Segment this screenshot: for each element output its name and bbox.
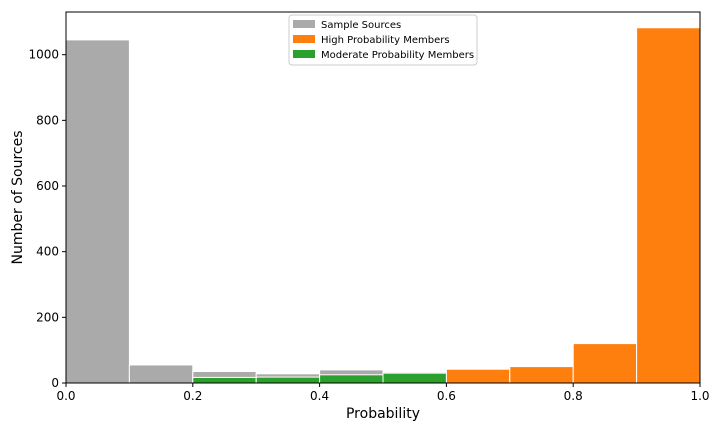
bar-series-1-bin-8 — [572, 343, 638, 384]
y-tick-label: 400 — [36, 245, 59, 259]
x-tick-label: 0.4 — [310, 389, 329, 403]
x-axis-title: Probability — [346, 406, 420, 422]
plot-area-frame — [65, 11, 701, 384]
legend-swatch — [293, 50, 315, 58]
bar-series-1-bin-7 — [509, 366, 574, 384]
bar-series-1-bin-9 — [636, 27, 701, 384]
legend-label: Sample Sources — [321, 20, 401, 31]
legend-label: High Probability Members — [321, 35, 450, 46]
bar-series-0-bin-1 — [128, 364, 194, 384]
x-tick-label: 0.0 — [56, 389, 75, 403]
x-tick-label: 1.0 — [690, 389, 709, 403]
legend-swatch — [293, 35, 315, 43]
y-tick-label: 800 — [36, 113, 59, 127]
legend-swatch — [293, 20, 315, 28]
x-tick-label: 0.2 — [183, 389, 202, 403]
x-tick-label: 0.6 — [437, 389, 456, 403]
bar-series-0-bin-0 — [65, 39, 130, 384]
y-tick-label: 600 — [36, 179, 59, 193]
legend-label: Moderate Probability Members — [321, 50, 474, 61]
y-axis-title: Number of Sources — [10, 130, 26, 264]
x-tick-label: 0.8 — [564, 389, 583, 403]
y-axis: 0 200 400 600 800 1000 — [28, 48, 66, 390]
y-tick-label: 200 — [36, 310, 59, 324]
bar-series-2-bin-5 — [382, 372, 447, 384]
bar-series-2-bin-3 — [255, 376, 321, 384]
bar-series-2-bin-2 — [192, 376, 257, 384]
bar-series-2-bin-4 — [319, 374, 384, 384]
y-tick-label: 1000 — [28, 48, 59, 62]
bar-series-1-bin-6 — [445, 368, 511, 384]
x-axis: 0.0 0.2 0.4 0.6 0.8 1.0 — [56, 383, 710, 403]
bars-layer — [65, 27, 701, 384]
legend-box — [288, 14, 478, 66]
legend: Sample Sources High Probability Members Mo… — [288, 14, 478, 66]
y-tick-label: 0 — [51, 376, 59, 390]
